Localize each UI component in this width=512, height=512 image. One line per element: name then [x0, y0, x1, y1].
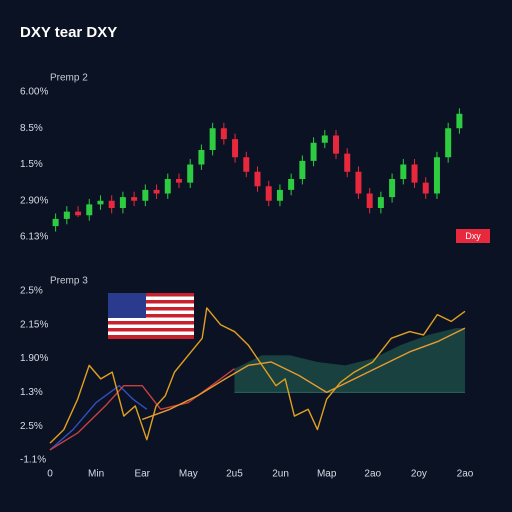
- x-tick-label: 2un: [272, 469, 289, 480]
- series-line: [49, 368, 235, 451]
- candle-body: [119, 197, 126, 208]
- candle-body: [344, 153, 351, 172]
- candle-body: [411, 164, 418, 183]
- candle-body: [310, 142, 317, 161]
- candle-body: [265, 186, 272, 201]
- area: [234, 328, 465, 393]
- candle-body: [52, 218, 59, 227]
- y-tick-label: 2.5%: [20, 421, 43, 432]
- y-tick-label: 1.5%: [20, 159, 43, 170]
- x-tick-label: 2ao: [364, 469, 381, 480]
- candle-body: [321, 135, 328, 143]
- candle-body: [333, 135, 340, 154]
- x-tick-label: Map: [317, 469, 337, 480]
- candle-body: [400, 164, 407, 179]
- candle-body: [142, 189, 149, 201]
- candle-body: [377, 197, 384, 208]
- candle-body: [86, 204, 93, 216]
- candle-body: [366, 193, 373, 208]
- candle-body: [164, 179, 171, 194]
- candle-body: [75, 211, 82, 216]
- series-line: [49, 307, 466, 444]
- candle-body: [389, 179, 396, 198]
- candle-body: [254, 171, 261, 187]
- candle-body: [187, 164, 194, 183]
- panel-title: Premp 3: [50, 276, 88, 287]
- candle-body: [422, 182, 429, 194]
- candle-body: [288, 179, 295, 190]
- candle-body: [243, 157, 250, 172]
- candle-body: [355, 171, 362, 194]
- candle-body: [220, 128, 227, 140]
- candle-body: [131, 197, 138, 201]
- badge: [456, 229, 490, 243]
- candle-body: [97, 200, 104, 205]
- x-tick-label: 0: [47, 469, 53, 480]
- us-flag: [108, 293, 194, 339]
- candle-body: [63, 211, 70, 219]
- candle-body: [175, 179, 182, 183]
- chart-title: DXY tear DXY: [20, 24, 117, 41]
- candle-body: [433, 157, 440, 194]
- candle-body: [456, 113, 463, 129]
- y-tick-label: 2.5%: [20, 286, 43, 297]
- candle-body: [445, 128, 452, 158]
- y-tick-label: 2.90%: [20, 195, 48, 206]
- x-tick-label: 2oy: [411, 469, 427, 480]
- badge-label: Dxy: [465, 231, 481, 241]
- x-tick-label: May: [179, 469, 198, 480]
- x-tick-label: Min: [88, 469, 104, 480]
- y-tick-label: 6.13%: [20, 232, 48, 243]
- x-tick-label: 2u5: [226, 469, 243, 480]
- series-line: [49, 384, 148, 451]
- candle-body: [299, 160, 306, 179]
- y-tick-label: 6.00%: [20, 87, 48, 98]
- y-tick-label: 1.3%: [20, 387, 43, 398]
- candle-body: [153, 189, 160, 194]
- y-tick-label: -1.1%: [20, 455, 46, 466]
- y-tick-label: 1.90%: [20, 353, 48, 364]
- panel-title: Premp 2: [50, 73, 88, 84]
- candle-body: [232, 139, 239, 158]
- y-tick-label: 8.5%: [20, 123, 43, 134]
- candle-body: [108, 200, 115, 208]
- series-line: [141, 327, 466, 421]
- candle-body: [276, 189, 283, 201]
- y-tick-label: 2.15%: [20, 319, 48, 330]
- x-tick-label: 2ao: [457, 469, 474, 480]
- candle-body: [209, 128, 216, 150]
- candle-body: [198, 150, 205, 165]
- x-tick-label: Ear: [134, 469, 150, 480]
